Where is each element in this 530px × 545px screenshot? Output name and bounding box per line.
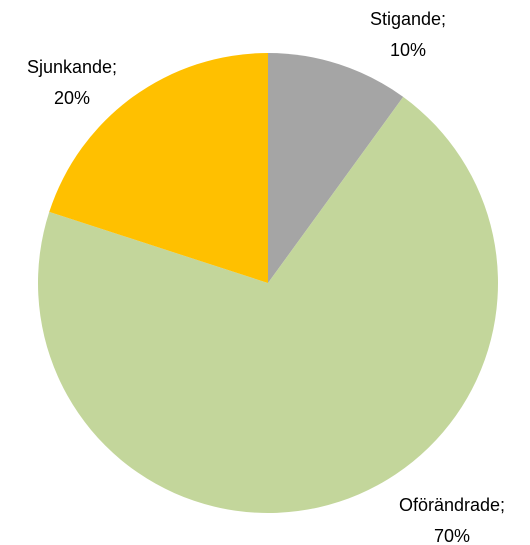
pie-slice [268,53,404,283]
pie-slice [38,96,498,513]
slice-label: Stigande; [370,9,446,29]
slice-label: Oförändrade; [399,495,505,515]
slice-label: Sjunkande; [27,57,117,77]
slice-value-label: 20% [54,88,90,108]
slice-value-label: 10% [390,40,426,60]
pie-slice [49,53,268,283]
slice-value-label: 70% [434,526,470,545]
